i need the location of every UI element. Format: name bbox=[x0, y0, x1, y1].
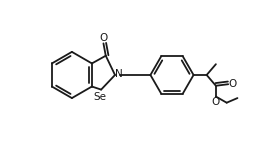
Text: N: N bbox=[115, 69, 123, 79]
Text: O: O bbox=[99, 33, 108, 43]
Text: Se: Se bbox=[94, 92, 107, 102]
Text: O: O bbox=[212, 97, 220, 107]
Text: O: O bbox=[229, 79, 237, 89]
